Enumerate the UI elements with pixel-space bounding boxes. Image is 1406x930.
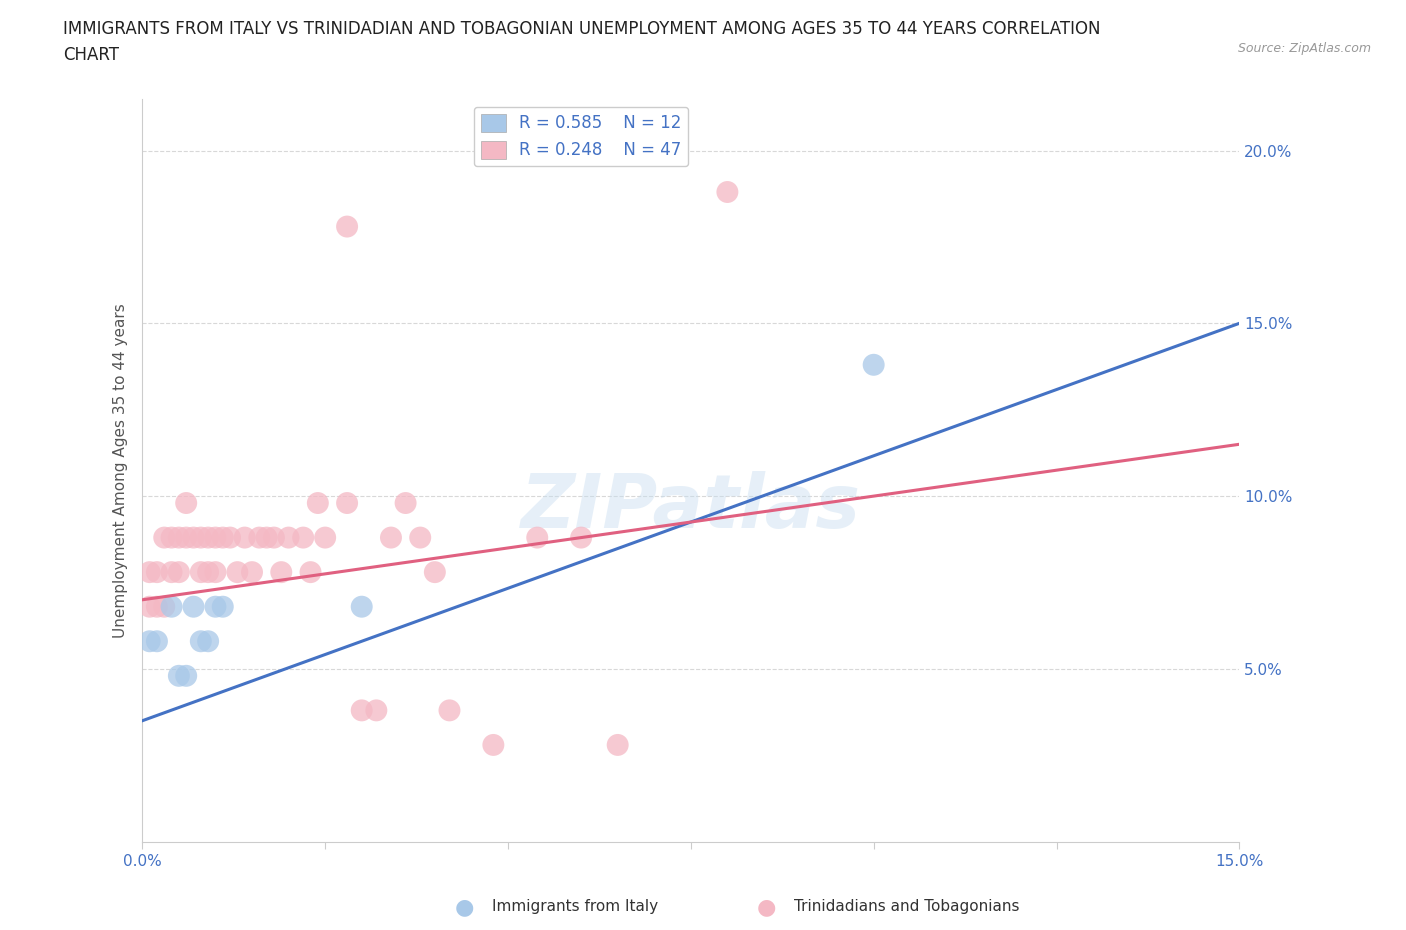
Point [292,530,315,545]
Point [270,565,292,579]
Point [716,184,738,199]
Point [174,530,197,545]
Point [336,496,359,511]
Point [160,530,183,545]
Point [263,530,285,545]
Point [197,634,219,649]
Text: ●: ● [756,897,776,917]
Point [366,703,388,718]
Point [307,496,329,511]
Point [160,599,183,614]
Point [409,530,432,545]
Point [569,530,592,545]
Point [350,599,373,614]
Point [240,565,263,579]
Point [211,530,233,545]
Point [138,634,160,649]
Point [204,530,226,545]
Point [146,565,169,579]
Point [299,565,322,579]
Point [394,496,416,511]
Point [606,737,628,752]
Point [256,530,278,545]
Legend: R = 0.585    N = 12, R = 0.248    N = 47: R = 0.585 N = 12, R = 0.248 N = 47 [474,107,688,166]
Point [183,599,205,614]
Point [153,530,176,545]
Point [190,634,212,649]
Point [183,530,205,545]
Point [204,565,226,579]
Point [146,599,169,614]
Point [197,530,219,545]
Point [233,530,256,545]
Point [211,599,233,614]
Point [204,599,226,614]
Point [247,530,270,545]
Point [190,530,212,545]
Point [226,565,249,579]
Point [174,496,197,511]
Point [219,530,242,545]
Point [153,599,176,614]
Point [314,530,336,545]
Text: Immigrants from Italy: Immigrants from Italy [492,899,658,914]
Point [174,669,197,684]
Point [167,530,190,545]
Point [423,565,446,579]
Text: Source: ZipAtlas.com: Source: ZipAtlas.com [1237,42,1371,55]
Point [350,703,373,718]
Point [197,565,219,579]
Point [439,703,461,718]
Text: Trinidadians and Tobagonians: Trinidadians and Tobagonians [794,899,1019,914]
Point [862,357,884,372]
Point [482,737,505,752]
Point [138,599,160,614]
Y-axis label: Unemployment Among Ages 35 to 44 years: Unemployment Among Ages 35 to 44 years [114,303,128,638]
Text: CHART: CHART [63,46,120,63]
Text: IMMIGRANTS FROM ITALY VS TRINIDADIAN AND TOBAGONIAN UNEMPLOYMENT AMONG AGES 35 T: IMMIGRANTS FROM ITALY VS TRINIDADIAN AND… [63,20,1101,38]
Point [160,565,183,579]
Point [167,565,190,579]
Point [526,530,548,545]
Text: ●: ● [454,897,474,917]
Point [138,565,160,579]
Point [146,634,169,649]
Point [190,565,212,579]
Point [167,669,190,684]
Point [277,530,299,545]
Point [380,530,402,545]
Point [336,219,359,234]
Text: ZIPatlas: ZIPatlas [520,471,860,544]
